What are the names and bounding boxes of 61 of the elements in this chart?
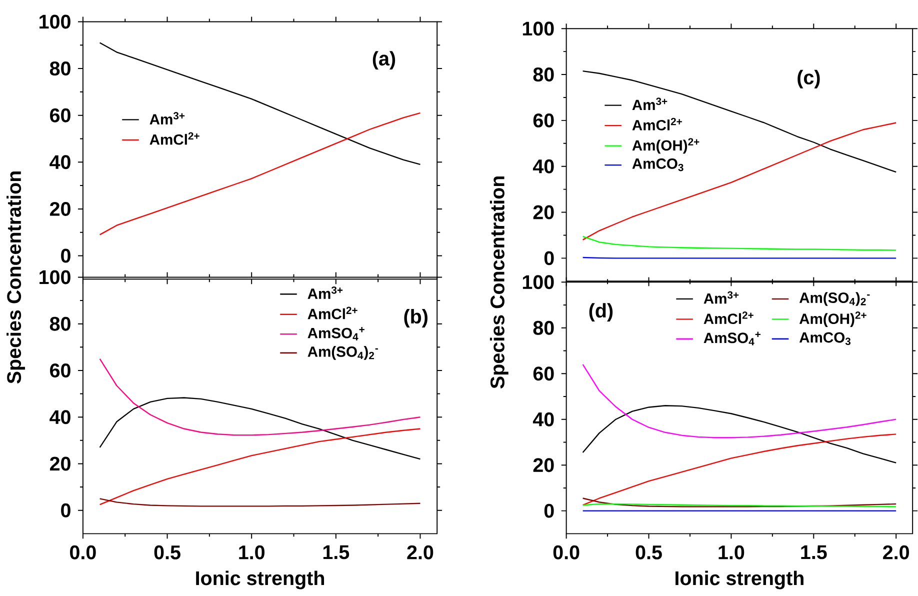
legend-label: AmCl$^{2+}$ xyxy=(632,118,682,130)
y-tick-label: 80 xyxy=(50,316,70,331)
legend-label: Am(SO$_{4}$)$_{2}$- xyxy=(308,346,378,360)
x-tick-label: 1.0 xyxy=(718,545,744,560)
y-tick-label: 100 xyxy=(40,270,70,284)
legend-label: AmCl$^{2+}$ xyxy=(308,306,358,320)
y-tick-label: 60 xyxy=(533,114,554,128)
y-tick-label: 80 xyxy=(50,62,70,76)
x-axis-title: Ionic strength xyxy=(196,570,324,590)
x-axis-title: Ionic strength xyxy=(676,570,804,590)
x-tick-label: 0.5 xyxy=(636,545,662,560)
y-tick-label: 100 xyxy=(522,22,554,36)
y-axis-title: Species Concentration xyxy=(490,176,508,389)
y-tick-label: 40 xyxy=(50,410,70,424)
y-tick-label: 20 xyxy=(533,458,554,472)
y-tick-label: 20 xyxy=(533,205,554,220)
legend-label: Am(OH)$^{2+}$ xyxy=(799,312,866,328)
y-tick-label: 60 xyxy=(50,364,70,378)
x-tick-label: 2.0 xyxy=(883,545,909,560)
line-series xyxy=(99,397,421,460)
x-tick-label: 1.0 xyxy=(239,545,264,560)
annotation: (a) xyxy=(372,51,396,70)
legend-label: Am(OH)$^{2+}$ xyxy=(632,138,700,154)
y-tick-label: 40 xyxy=(532,159,554,174)
y-axis-title: Species Concentration xyxy=(6,172,25,384)
legend-label: Am$^{3+}$ xyxy=(632,98,668,110)
x-tick-label: 0.5 xyxy=(154,545,180,560)
line-series xyxy=(582,405,897,464)
legend-label: Am(SO$_{4}$)$_{2}$- xyxy=(799,292,870,306)
legend-label: AmSO$_{4}$+ xyxy=(308,327,364,340)
y-tick-label: 40 xyxy=(532,412,554,426)
y-tick-label: 100 xyxy=(40,14,70,29)
legend-label: Am$^{3+}$ xyxy=(150,112,185,124)
y-tick-label: 0 xyxy=(544,504,554,518)
y-tick-label: 20 xyxy=(50,202,70,216)
legend-label: AmCO$_{3}$ xyxy=(799,332,851,346)
annotation: (c) xyxy=(798,70,820,88)
x-tick-label: 0.0 xyxy=(553,545,580,560)
annotation: (d) xyxy=(589,303,613,322)
y-tick-label: 100 xyxy=(522,275,554,290)
x-tick-label: 1.5 xyxy=(323,545,350,560)
line-series xyxy=(99,358,421,436)
x-tick-label: 2.0 xyxy=(407,545,434,560)
x-tick-label: 1.5 xyxy=(801,545,827,560)
y-tick-label: 0 xyxy=(61,248,70,263)
y-tick-label: 80 xyxy=(533,320,554,335)
legend-label: Am$^{3+}$ xyxy=(308,286,343,299)
x-tick-label: 0.0 xyxy=(70,545,96,560)
y-tick-label: 60 xyxy=(533,366,554,381)
annotation: (b) xyxy=(404,309,428,328)
legend-label: AmSO$_{4}$+ xyxy=(704,332,760,346)
y-tick-label: 80 xyxy=(533,68,554,82)
y-tick-label: 0 xyxy=(61,503,70,518)
y-tick-label: 0 xyxy=(544,251,554,266)
legend-label: AmCl$^{2+}$ xyxy=(150,132,200,145)
y-tick-label: 40 xyxy=(50,155,70,170)
legend-label: AmCl$^{2+}$ xyxy=(704,312,754,324)
y-tick-label: 20 xyxy=(50,456,70,471)
legend-label: Am$^{3+}$ xyxy=(704,291,739,304)
y-tick-label: 60 xyxy=(50,108,70,122)
legend-label: AmCO$_{3}$ xyxy=(632,158,684,172)
